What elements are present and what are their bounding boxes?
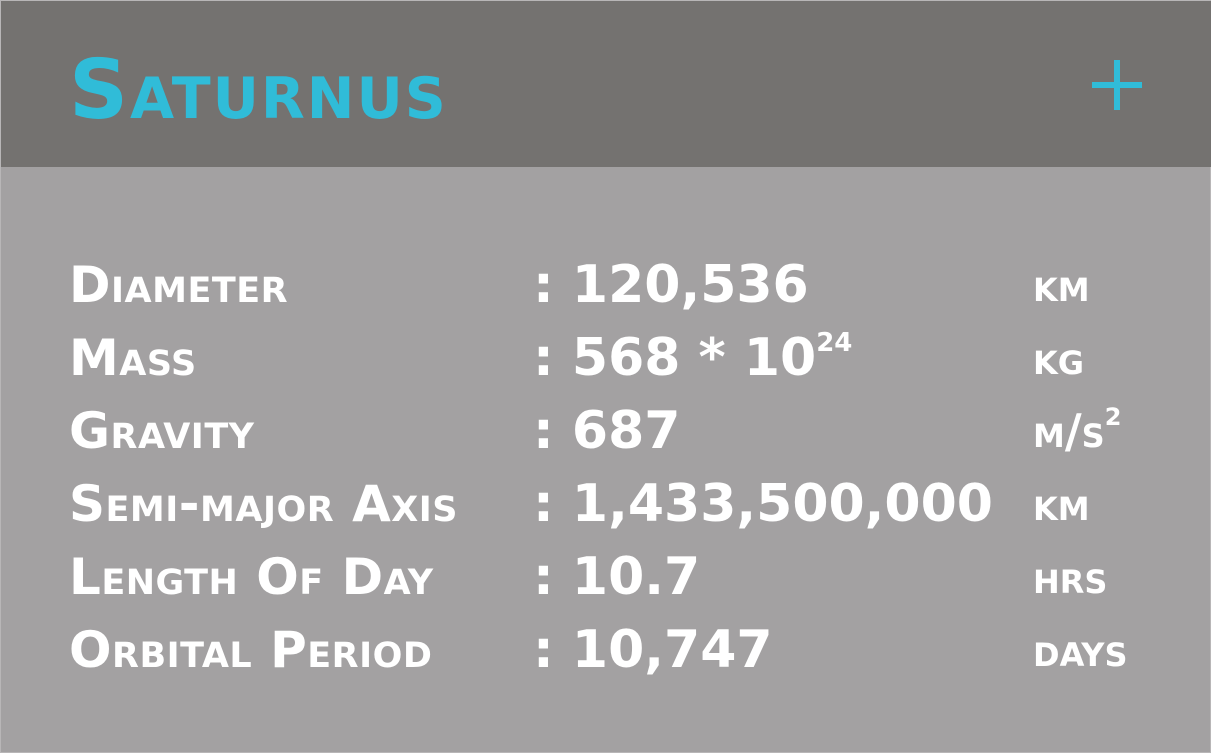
stat-unit: hrs [1033,550,1108,604]
stat-label: Mass [69,329,197,387]
stat-unit: days [1033,623,1128,677]
stats-table: Diameter : 120,536 km Mass : 568 * 1024 … [1,249,1211,687]
stat-unit: m/s2 [1033,403,1122,458]
stat-unit: km [1033,477,1090,531]
stat-row-length-of-day: Length Of Day : 10.7 hrs [1,541,1211,614]
stat-row-gravity: Gravity : 687 m/s2 [1,395,1211,468]
stat-row-orbital-period: Orbital Period : 10,747 days [1,614,1211,687]
stat-value: : 1,433,500,000 [533,474,993,534]
stat-row-diameter: Diameter : 120,536 km [1,249,1211,322]
stat-value: : 10,747 [533,620,773,680]
stat-unit: km [1033,258,1090,312]
stat-value: : 120,536 [533,255,809,315]
stat-value: : 568 * 1024 [533,328,853,388]
planet-title: Saturnus [69,43,448,138]
stat-label: Gravity [69,402,255,460]
expand-button[interactable] [1089,57,1145,113]
stat-value-exponent: 24 [816,328,853,358]
stat-label: Orbital Period [69,621,433,679]
stat-unit: kg [1033,331,1085,385]
stat-value: : 10.7 [533,547,701,607]
plus-icon [1092,60,1142,110]
stat-label: Diameter [69,256,289,314]
stat-unit-exponent: 2 [1104,403,1122,431]
stat-row-mass: Mass : 568 * 1024 kg [1,322,1211,395]
stat-value: : 687 [533,401,681,461]
stat-label: Length Of Day [69,548,434,606]
card-header: Saturnus [1,1,1211,167]
stat-label: Semi-major Axis [69,475,458,533]
stat-row-semi-major-axis: Semi-major Axis : 1,433,500,000 km [1,468,1211,541]
